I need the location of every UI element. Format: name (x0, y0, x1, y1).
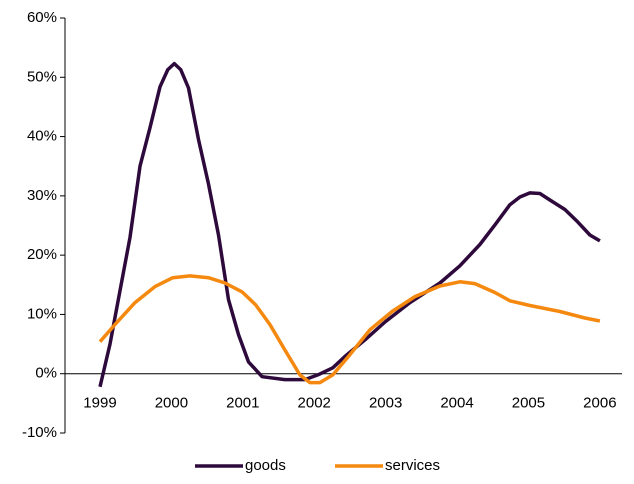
y-tick-label: 20% (27, 246, 57, 263)
x-tick-label: 2001 (226, 395, 259, 412)
x-tick-label: 2002 (298, 395, 331, 412)
y-tick-label: -10% (22, 424, 57, 441)
series-line (98, 61, 601, 388)
x-tick-label: 2003 (369, 395, 402, 412)
y-tick-label: 30% (27, 187, 57, 204)
y-tick-label: 40% (27, 128, 57, 145)
x-tick-label: 1999 (83, 395, 116, 412)
series-line (98, 274, 601, 385)
x-tick-label: 2004 (440, 395, 473, 412)
y-tick-label: 50% (27, 68, 57, 85)
legend-label: goods (245, 457, 286, 474)
x-tick-label: 2005 (512, 395, 545, 412)
y-tick-label: 0% (35, 365, 57, 382)
x-tick-label: 2006 (583, 395, 616, 412)
y-tick-label: 10% (27, 305, 57, 322)
y-tick-label: 60% (27, 9, 57, 26)
x-tick-label: 2000 (155, 395, 188, 412)
legend-label: services (385, 457, 440, 474)
